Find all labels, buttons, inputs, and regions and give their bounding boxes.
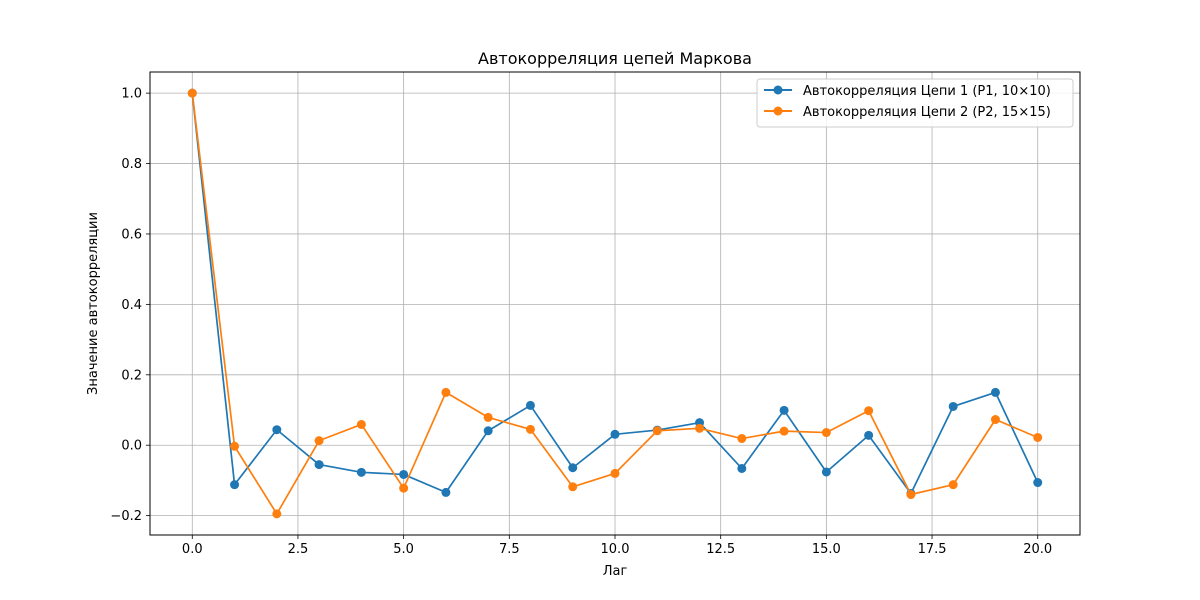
data-point-chain-1 [779,405,789,415]
data-point-chain-1 [356,467,366,477]
data-point-chain-2 [314,436,324,446]
data-point-chain-1 [864,430,874,440]
data-point-chain-2 [272,509,282,519]
chart-title: Автокорреляция цепей Маркова [478,49,752,68]
x-axis-ticks: 0.0 2.5 5.0 7.5 10.0 12.5 15.0 17.5 20.0 [182,535,1052,557]
legend: Автокорреляция Цепи 1 (P1, 10×10) Автоко… [756,78,1074,128]
data-point-chain-2 [990,415,1000,425]
y-tick-label: 1.0 [121,87,142,102]
data-point-chain-1 [441,487,451,497]
data-point-chain-1 [568,463,578,473]
x-tick-label: 12.5 [706,542,735,557]
series-chain-2 [187,88,1043,519]
data-point-chain-1 [314,460,324,470]
x-tick-label: 17.5 [918,542,947,557]
y-tick-label: 0.0 [121,439,142,454]
data-point-chain-1 [610,429,620,439]
grid [150,72,1080,535]
data-point-chain-2 [864,406,874,416]
data-point-chain-2 [652,426,662,436]
x-tick-label: 15.0 [812,542,841,557]
data-point-chain-1 [948,401,958,411]
data-point-chain-2 [187,88,197,98]
y-tick-label: 0.8 [121,157,142,172]
x-tick-label: 10.0 [601,542,630,557]
series-layer [187,88,1043,519]
x-tick-label: 5.0 [393,542,414,557]
data-point-chain-1 [821,467,831,477]
data-point-chain-2 [525,424,535,434]
data-point-chain-1 [230,480,240,490]
x-tick-label: 7.5 [499,542,520,557]
data-point-chain-2 [610,468,620,478]
data-point-chain-1 [483,426,493,436]
data-point-chain-2 [230,441,240,451]
data-point-chain-2 [906,490,916,500]
data-point-chain-1 [272,425,282,435]
data-point-chain-2 [356,419,366,429]
y-tick-label: 0.6 [121,227,142,242]
x-tick-label: 0.0 [182,542,203,557]
data-point-chain-1 [990,387,1000,397]
legend-label-chain-1: Автокорреляция Цепи 1 (P1, 10×10) [803,84,1051,99]
y-tick-label: 0.2 [121,368,142,383]
data-point-chain-2 [1033,432,1043,442]
data-point-chain-2 [399,483,409,493]
data-point-chain-2 [441,387,451,397]
legend-label-chain-2: Автокорреляция Цепи 2 (P2, 15×15) [803,105,1051,120]
data-point-chain-2 [737,434,747,444]
x-tick-label: 20.0 [1023,542,1052,557]
data-point-chain-2 [779,426,789,436]
data-point-chain-1 [1033,478,1043,488]
y-axis-label: Значение автокорреляции [86,212,101,395]
x-tick-label: 2.5 [288,542,309,557]
data-point-chain-2 [821,428,831,438]
x-axis-label: Лаг [603,564,628,579]
data-point-chain-1 [399,469,409,479]
data-point-chain-1 [525,400,535,410]
y-axis-ticks: −0.2 0.0 0.2 0.4 0.6 0.8 1.0 [110,87,150,524]
legend-marker-chain-2 [773,106,783,116]
data-point-chain-2 [483,412,493,422]
y-tick-label: −0.2 [110,509,142,524]
data-point-chain-1 [737,463,747,473]
data-point-chain-2 [568,482,578,492]
legend-box [756,78,1074,128]
y-tick-label: 0.4 [121,298,142,313]
legend-marker-chain-1 [773,85,783,95]
data-point-chain-2 [948,480,958,490]
data-point-chain-2 [695,423,705,433]
